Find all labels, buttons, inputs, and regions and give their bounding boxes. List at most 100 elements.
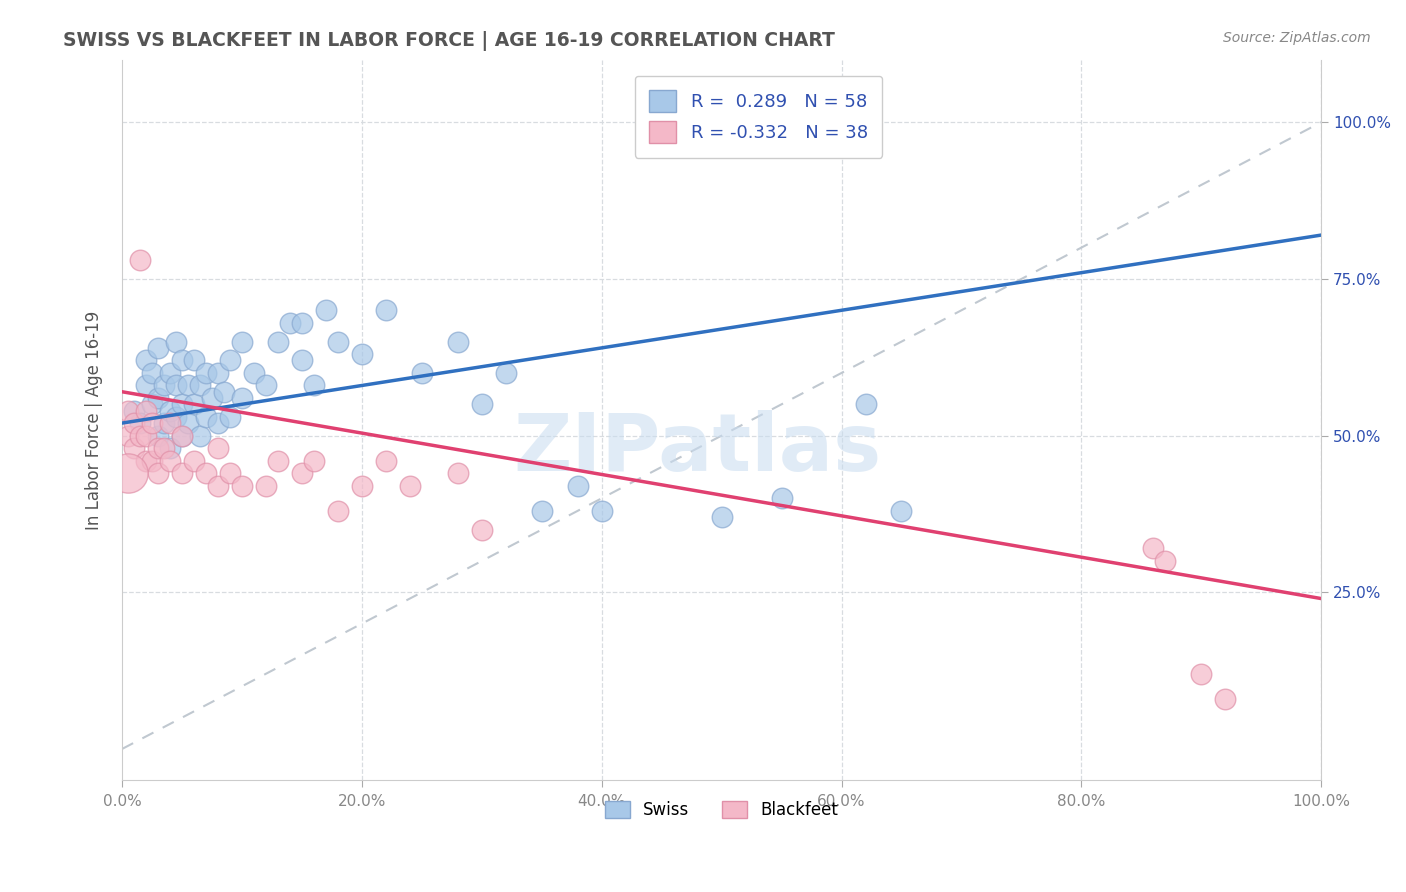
Point (170, 428, 193, 442)
Point (471, 523, 494, 537)
Point (117, 428, 139, 442)
Point (302, 378, 325, 392)
Point (315, 303, 337, 318)
Point (447, 334, 470, 349)
Point (374, 453, 396, 467)
Point (135, 353, 157, 368)
Point (278, 316, 301, 330)
Point (165, 334, 187, 349)
Point (447, 467, 470, 481)
Point (1189, 666, 1212, 681)
Point (146, 391, 169, 405)
Point (411, 366, 433, 380)
Point (117, 467, 139, 481)
Point (165, 378, 187, 392)
Point (207, 441, 229, 455)
Point (890, 504, 912, 518)
Point (350, 347, 373, 361)
Point (135, 378, 157, 392)
Point (170, 397, 193, 411)
Point (129, 428, 152, 442)
Point (177, 378, 200, 392)
Point (177, 416, 200, 430)
Point (135, 403, 157, 417)
Point (471, 397, 494, 411)
Point (291, 316, 314, 330)
Text: SWISS VS BLACKFEET IN LABOR FORCE | AGE 16-19 CORRELATION CHART: SWISS VS BLACKFEET IN LABOR FORCE | AGE … (63, 31, 835, 51)
Point (219, 467, 242, 481)
Point (291, 467, 314, 481)
Point (188, 428, 211, 442)
Point (122, 416, 145, 430)
Point (153, 416, 176, 430)
Point (122, 441, 145, 455)
Point (159, 416, 181, 430)
Point (326, 334, 349, 349)
Point (495, 366, 517, 380)
Point (207, 366, 229, 380)
Point (129, 253, 152, 268)
Point (165, 409, 187, 424)
Point (302, 453, 325, 467)
Point (135, 428, 157, 442)
Point (141, 397, 163, 411)
Point (207, 416, 229, 430)
Point (141, 453, 163, 467)
Text: Source: ZipAtlas.com: Source: ZipAtlas.com (1223, 31, 1371, 45)
Point (159, 403, 181, 417)
Point (170, 467, 193, 481)
Point (207, 479, 229, 493)
Point (170, 428, 193, 442)
Point (219, 353, 242, 368)
Point (231, 391, 253, 405)
Legend: Swiss, Blackfeet: Swiss, Blackfeet (598, 795, 845, 826)
Point (267, 453, 290, 467)
Point (1142, 541, 1164, 556)
Point (135, 453, 157, 467)
Point (267, 334, 290, 349)
Point (1213, 691, 1236, 706)
Point (291, 353, 314, 368)
Point (117, 403, 139, 417)
Point (243, 366, 266, 380)
Point (170, 353, 193, 368)
Point (153, 378, 176, 392)
Point (231, 479, 253, 493)
Point (183, 453, 205, 467)
Y-axis label: In Labor Force | Age 16-19: In Labor Force | Age 16-19 (86, 310, 103, 530)
Point (710, 510, 733, 524)
Point (567, 479, 589, 493)
Point (530, 504, 553, 518)
Point (159, 366, 181, 380)
Point (212, 384, 235, 399)
Point (129, 416, 152, 430)
Point (254, 479, 277, 493)
Point (374, 303, 396, 318)
Point (183, 397, 205, 411)
Point (195, 467, 218, 481)
Text: ZIPatlas: ZIPatlas (513, 409, 882, 488)
Point (350, 479, 373, 493)
Point (254, 378, 277, 392)
Point (146, 441, 169, 455)
Point (591, 504, 613, 518)
Point (146, 428, 169, 442)
Point (219, 409, 242, 424)
Point (326, 504, 349, 518)
Point (195, 366, 218, 380)
Point (146, 341, 169, 355)
Point (1154, 554, 1177, 568)
Point (231, 334, 253, 349)
Point (398, 479, 420, 493)
Point (122, 403, 145, 417)
Point (770, 491, 793, 506)
Point (153, 441, 176, 455)
Point (195, 409, 218, 424)
Point (188, 378, 211, 392)
Point (159, 453, 181, 467)
Point (141, 366, 163, 380)
Point (159, 441, 181, 455)
Point (183, 353, 205, 368)
Point (201, 391, 224, 405)
Point (141, 416, 163, 430)
